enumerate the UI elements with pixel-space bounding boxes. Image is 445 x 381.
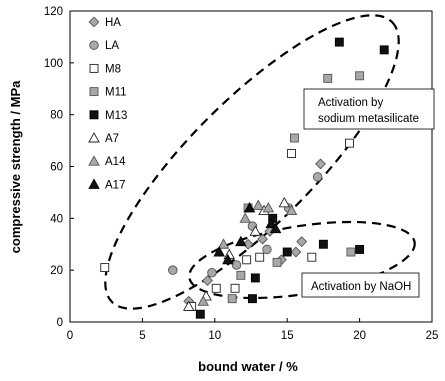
data-point-a17 [235,235,247,247]
y-tick-label: 120 [44,6,63,18]
data-point-m8 [255,252,265,262]
data-point-a14 [262,202,275,213]
data-point-m8 [100,263,110,273]
metasilicate-annotation-line1: Activation by [318,97,383,109]
data-point-m11 [236,270,246,280]
data-point-a14 [285,204,298,216]
legend-marker-a17 [88,178,100,189]
data-point-m13 [250,273,260,283]
legend-label-a7: A7 [105,133,119,145]
data-points [100,37,389,319]
data-point-ha [242,238,254,250]
legend-label-m8: M8 [105,63,121,75]
x-tick-label: 10 [208,330,221,342]
data-point-m11 [346,247,356,257]
axes: 0 5 10 15 20 25 0 20 40 60 80 100 120 [44,6,439,342]
data-point-m8 [242,255,252,265]
data-point-m11 [323,73,333,83]
data-point-la [312,172,323,182]
legend-marker-a14 [88,155,100,166]
data-point-ha [315,158,326,170]
data-point-a14 [217,238,230,249]
data-point-la [262,244,272,255]
data-point-ha [296,236,308,248]
legend-marker-m11 [89,87,99,97]
legend-label-ha: HA [105,17,121,29]
legend-marker-m8 [89,63,99,73]
data-point-m8 [307,252,317,262]
x-tick-label: 0 [67,330,73,342]
y-tick-label: 100 [44,58,63,70]
y-tick-label: 40 [50,213,63,225]
data-point-ha [290,246,302,258]
data-point-a17 [269,222,282,234]
y-axis-title: compressive strength / MPa [8,80,23,253]
data-point-m13 [334,37,344,47]
y-tick-label: 20 [50,265,63,277]
legend-label-a14: A14 [105,156,126,168]
naoh-annotation: Activation by NaOH [301,272,420,298]
data-point-a17 [213,246,225,257]
x-tick-label: 25 [426,330,439,342]
legend-marker-ha [88,16,100,28]
data-point-a17 [265,217,278,228]
data-point-ha [257,233,269,245]
legend-label-a17: A17 [105,179,125,191]
naoh-annotation-line1: Activation by NaOH [311,281,411,293]
x-tick-label: 15 [281,330,294,342]
data-point-a14 [239,212,251,223]
y-tick-label: 0 [57,317,63,329]
data-point-ha [202,275,213,286]
legend-label-la: LA [105,40,119,52]
data-point-m8 [345,138,354,148]
x-tick-label: 20 [353,330,366,342]
data-point-m13 [355,244,365,254]
legend-label-m13: M13 [105,110,127,122]
data-point-a7 [278,196,291,208]
data-point-a14 [252,199,265,210]
x-axis-title: bound water / % [198,359,298,374]
metasilicate-annotation: Activation by sodium metasilicate [303,88,435,130]
data-point-m11 [289,133,299,143]
legend-marker-la [89,40,99,50]
data-point-m11 [227,294,237,304]
data-point-m11 [272,257,282,267]
metasilicate-annotation-line2: sodium metasilicate [318,113,419,125]
data-point-m8 [287,149,296,158]
data-point-a7 [249,225,262,236]
x-tick-label: 5 [139,330,145,342]
data-point-m13 [282,247,292,257]
data-point-la [231,260,242,270]
y-tick-label: 60 [50,162,63,174]
data-point-m8 [230,283,240,293]
data-point-m11 [355,71,365,81]
data-point-a14 [197,295,209,306]
legend: HA LA M8 M11 M13 A7 A14 A17 [88,16,127,191]
data-point-a17 [222,253,234,265]
y-tick-label: 80 [50,110,63,122]
legend-marker-m13 [89,110,99,120]
legend-marker-a7 [88,132,100,143]
data-point-m8 [211,283,221,293]
data-point-la [207,268,217,278]
data-point-a7 [182,300,195,311]
data-point-m13 [247,294,257,304]
legend-label-m11: M11 [105,87,127,99]
data-point-m13 [318,239,328,249]
data-point-a17 [243,202,256,213]
data-point-m13 [195,309,205,319]
data-point-m13 [379,45,389,55]
data-point-la [168,265,178,275]
metasilicate-ellipse [104,14,400,310]
